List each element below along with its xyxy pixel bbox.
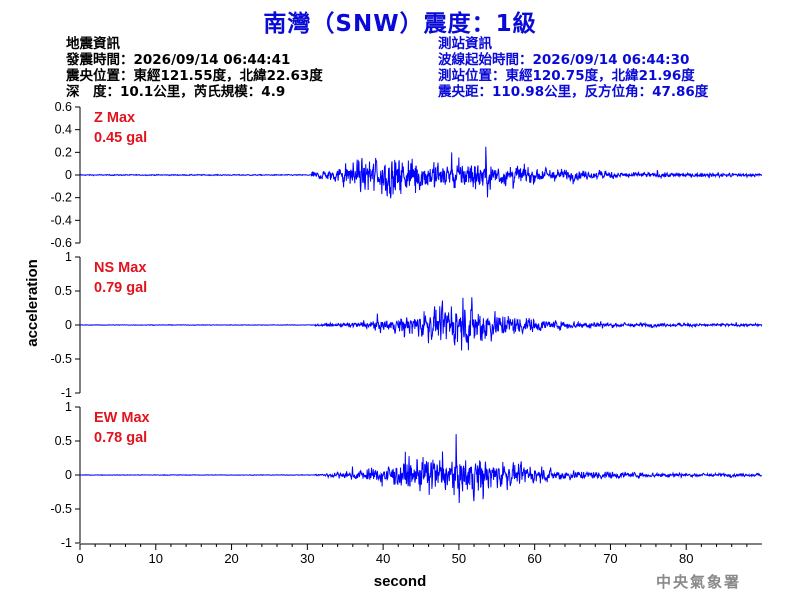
station-location: 測站位置：東經120.75度，北緯21.96度 <box>438 68 695 84</box>
y-axis-label: acceleration <box>24 259 41 347</box>
ns-y-tick-label: 1 <box>65 250 72 264</box>
z-y-tick-label: -0.2 <box>50 191 72 205</box>
z-waveform <box>79 146 763 199</box>
x-tick-label: 0 <box>76 551 83 566</box>
distance-azimuth: 震央距：110.98公里，反方位角：47.86度 <box>438 84 709 100</box>
z-max-label: Z Max <box>94 110 135 126</box>
ns-y-tick-label: -1 <box>61 386 72 400</box>
earthquake-info: 地震資訊 發震時間：2026/09/14 06:44:41 震央位置：東經121… <box>66 36 323 100</box>
x-tick-label: 10 <box>149 551 163 566</box>
x-tick-label: 20 <box>224 551 238 566</box>
wave-start-time: 波線起始時間：2026/09/14 06:44:30 <box>438 52 690 68</box>
chart-title: 南灣（SNW）震度：1級 <box>263 11 537 37</box>
station-info: 測站資訊 波線起始時間：2026/09/14 06:44:30 測站位置：東經1… <box>438 36 708 100</box>
ns-max-value: 0.79 gal <box>94 280 147 296</box>
earthquake-info-heading: 地震資訊 <box>66 36 120 52</box>
z-max-value: 0.45 gal <box>94 130 147 146</box>
z-y-tick-label: 0.4 <box>55 123 72 137</box>
origin-time: 發震時間：2026/09/14 06:44:41 <box>66 52 291 68</box>
x-tick-label: 30 <box>300 551 314 566</box>
z-y-tick-label: -0.6 <box>50 236 72 250</box>
station-info-heading: 測站資訊 <box>438 36 492 52</box>
x-tick-label: 80 <box>679 551 693 566</box>
x-tick-label: 70 <box>603 551 617 566</box>
ew-y-tick-label: 0.5 <box>55 434 72 448</box>
ew-max-label: EW Max <box>94 410 150 426</box>
x-axis-label: second <box>374 573 427 590</box>
ew-y-tick-label: -0.5 <box>50 502 72 516</box>
ns-y-tick-label: 0 <box>65 318 72 332</box>
ns-max-label: NS Max <box>94 260 146 276</box>
ew-waveform <box>79 434 763 504</box>
depth-magnitude: 深 度：10.1公里，芮氏規模：4.9 <box>66 84 286 100</box>
z-y-tick-label: 0 <box>65 168 72 182</box>
ns-y-tick-label: 0.5 <box>55 284 72 298</box>
ew-y-tick-label: 0 <box>65 468 72 482</box>
x-tick-label: 60 <box>527 551 541 566</box>
z-y-tick-label: -0.4 <box>50 213 72 227</box>
x-tick-label: 40 <box>376 551 390 566</box>
ew-y-tick-label: -1 <box>61 536 72 550</box>
z-y-tick-label: 0.6 <box>55 100 72 114</box>
ew-y-tick-label: 1 <box>65 400 72 414</box>
x-tick-label: 50 <box>452 551 466 566</box>
ew-max-value: 0.78 gal <box>94 430 147 446</box>
agency-credit: 中央氣象署 <box>656 573 742 591</box>
ns-y-tick-label: -0.5 <box>50 352 72 366</box>
epicenter-location: 震央位置：東經121.55度，北緯22.63度 <box>66 68 323 84</box>
z-y-tick-label: 0.2 <box>55 145 72 159</box>
ns-waveform <box>79 297 763 351</box>
